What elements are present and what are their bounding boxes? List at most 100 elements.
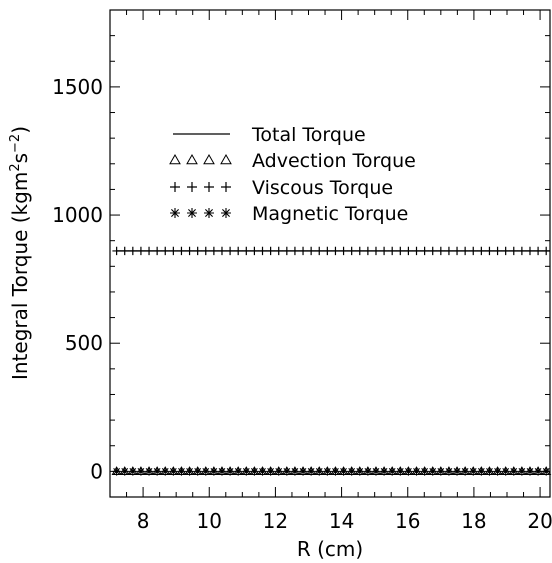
asterisk-point [501, 467, 510, 476]
asterisk-point [112, 467, 121, 476]
asterisk-point [169, 467, 178, 476]
plus-point [404, 246, 413, 256]
asterisk-point [290, 467, 300, 476]
asterisk-point [128, 467, 138, 476]
y-tick-label: 1000 [52, 203, 103, 227]
plus-point [209, 246, 219, 256]
asterisk-point [204, 208, 214, 218]
plus-point [169, 246, 178, 256]
x-tick-label: 16 [395, 509, 420, 533]
axis-ticks [109, 9, 550, 498]
plus-point [533, 246, 543, 256]
plus-point [266, 246, 275, 256]
plus-point [242, 246, 251, 256]
plus-point [339, 246, 348, 256]
triangle-point [203, 153, 215, 165]
y-axis-label-sup1: 2 [8, 163, 23, 171]
series-viscous-torque [112, 246, 551, 256]
plus-point [541, 246, 551, 256]
plus-point [193, 246, 202, 256]
plus-point [258, 246, 267, 256]
asterisk-point [396, 467, 405, 476]
asterisk-point [161, 467, 170, 476]
asterisk-point [420, 467, 429, 476]
plus-point [420, 246, 429, 256]
asterisk-point [509, 467, 518, 476]
asterisk-point [187, 208, 197, 218]
asterisk-point [412, 467, 421, 476]
asterisk-point [363, 467, 373, 476]
plus-point [371, 246, 381, 256]
plus-point [444, 246, 454, 256]
asterisk-point [541, 467, 551, 476]
plus-point [187, 182, 197, 192]
asterisk-point [242, 467, 251, 476]
x-tick-label: 20 [527, 509, 552, 533]
x-tick-label: 8 [137, 509, 150, 533]
plus-point [306, 246, 316, 256]
legend-label: Total Torque [251, 124, 366, 146]
plus-point [170, 182, 180, 192]
plus-point [525, 246, 535, 256]
plus-point [128, 246, 138, 256]
plus-point [290, 246, 300, 256]
asterisk-point [460, 467, 470, 476]
y-axis-label: Integral Torque (kgm2s−2) [8, 126, 32, 380]
plus-point [331, 246, 340, 256]
asterisk-point [193, 467, 202, 476]
plus-point [501, 246, 510, 256]
plus-point [428, 246, 437, 256]
asterisk-point [436, 467, 446, 476]
legend-item: Viscous Torque [170, 177, 393, 199]
legend-label: Viscous Torque [252, 177, 393, 199]
plus-point [347, 246, 356, 256]
asterisk-point [469, 467, 478, 476]
plus-point [517, 246, 527, 256]
plus-point [460, 246, 470, 256]
plus-point [185, 246, 194, 256]
plus-point [120, 246, 129, 256]
plus-point [469, 246, 478, 256]
plus-point [355, 246, 364, 256]
x-tick-label: 12 [263, 509, 288, 533]
plus-point [161, 246, 170, 256]
asterisk-point [201, 467, 210, 476]
asterisk-point [250, 467, 259, 476]
plus-point [201, 246, 210, 256]
asterisk-point [120, 467, 129, 476]
plus-point [485, 246, 494, 256]
legend: Total Torque Advection Torque Viscous Torq… [169, 124, 416, 225]
asterisk-point [217, 467, 227, 476]
plus-point [204, 182, 214, 192]
plus-point [396, 246, 405, 256]
plus-point [379, 246, 389, 256]
asterisk-point [493, 467, 502, 476]
y-tick-label: 1500 [52, 75, 103, 99]
asterisk-point [428, 467, 437, 476]
asterisk-point [233, 467, 243, 476]
asterisk-point [452, 467, 462, 476]
plus-point [363, 246, 373, 256]
asterisk-point [485, 467, 494, 476]
plus-point [233, 246, 243, 256]
asterisk-point [323, 467, 332, 476]
asterisk-point [266, 467, 275, 476]
asterisk-point [371, 467, 381, 476]
asterisk-point [525, 467, 535, 476]
asterisk-point [315, 467, 324, 476]
asterisk-point [177, 467, 186, 476]
plus-point [315, 246, 324, 256]
asterisk-point [136, 467, 146, 476]
asterisk-point [144, 467, 154, 476]
asterisk-point [209, 467, 219, 476]
legend-item: Total Torque [173, 124, 366, 146]
legend-item: Advection Torque [169, 150, 416, 172]
asterisk-point [185, 467, 194, 476]
plus-point [136, 246, 146, 256]
plus-point [225, 246, 235, 256]
plus-point [323, 246, 332, 256]
plus-point [221, 182, 231, 192]
series-layer [111, 246, 552, 476]
plot-frame [109, 9, 551, 498]
